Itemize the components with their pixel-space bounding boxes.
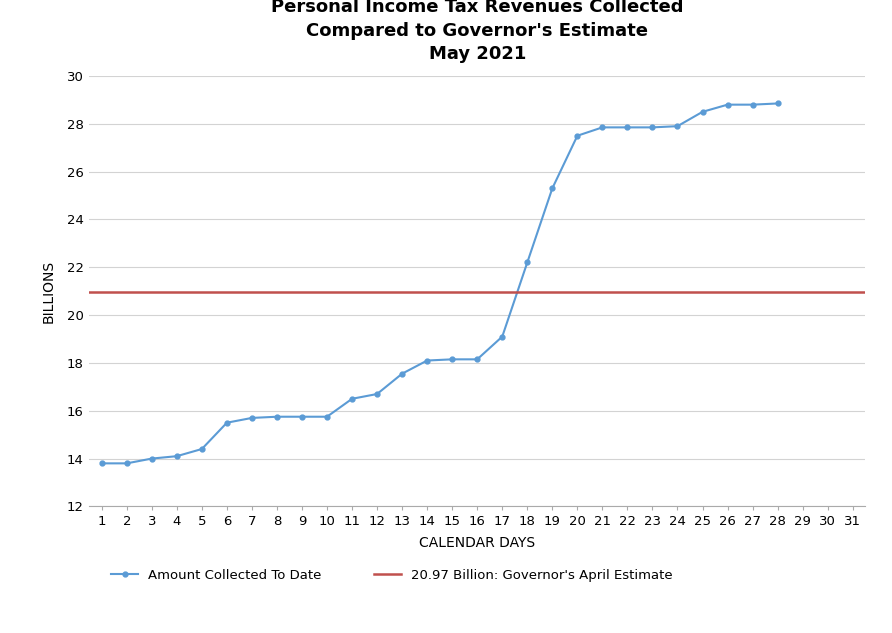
20.97 Billion: Governor's April Estimate: (1, 21): Governor's April Estimate: (1, 21)	[96, 288, 107, 296]
Amount Collected To Date	[698, 108, 708, 116]
Amount Collected To Date	[772, 99, 783, 107]
Amount Collected To Date	[723, 101, 733, 108]
Amount Collected To Date	[597, 123, 607, 131]
Amount Collected To Date	[572, 132, 582, 139]
Amount Collected To Date	[497, 333, 508, 341]
Amount Collected To Date	[397, 370, 408, 377]
Amount Collected To Date	[196, 445, 207, 453]
Amount Collected To Date	[221, 419, 232, 427]
Amount Collected To Date	[96, 460, 107, 467]
Amount Collected To Date	[447, 356, 458, 363]
Amount Collected To Date	[547, 185, 558, 192]
Amount Collected To Date	[647, 123, 657, 131]
Amount Collected To Date	[121, 460, 132, 467]
Amount Collected To Date	[171, 453, 182, 460]
Line: Amount Collected To Date: Amount Collected To Date	[99, 101, 780, 466]
Amount Collected To Date	[322, 413, 333, 420]
Amount Collected To Date	[747, 101, 758, 108]
20.97 Billion: Governor's April Estimate: (0, 21): Governor's April Estimate: (0, 21)	[71, 288, 82, 296]
Amount Collected To Date	[146, 454, 157, 462]
Amount Collected To Date	[422, 357, 433, 365]
Amount Collected To Date	[673, 122, 683, 130]
Amount Collected To Date	[622, 123, 632, 131]
Amount Collected To Date	[246, 414, 257, 422]
Amount Collected To Date	[297, 413, 308, 420]
Legend: Amount Collected To Date, 20.97 Billion: Governor's April Estimate: Amount Collected To Date, 20.97 Billion:…	[112, 569, 673, 582]
Amount Collected To Date	[271, 413, 282, 420]
Amount Collected To Date	[522, 259, 533, 266]
Amount Collected To Date	[347, 395, 358, 403]
X-axis label: CALENDAR DAYS: CALENDAR DAYS	[419, 536, 535, 550]
Y-axis label: BILLIONS: BILLIONS	[42, 260, 55, 323]
Title: Personal Income Tax Revenues Collected
Compared to Governor's Estimate
May 2021: Personal Income Tax Revenues Collected C…	[271, 0, 683, 63]
Amount Collected To Date	[472, 356, 483, 363]
Amount Collected To Date	[372, 390, 383, 398]
